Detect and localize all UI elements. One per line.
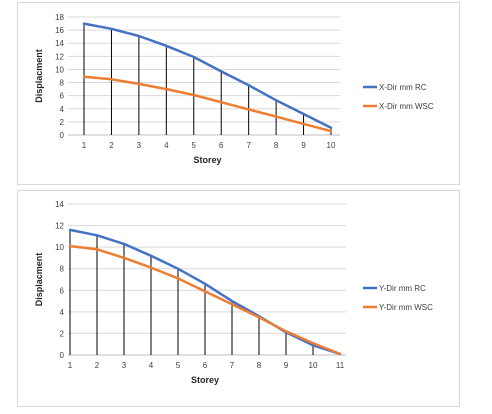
y-tick-label: 10 <box>55 65 64 74</box>
chart-panel-x-direction: 0 2 4 6 8 10 12 14 16 18 1 2 3 4 5 6 7 8 9 10 Storey Displacm… <box>17 2 460 185</box>
x-tick-label: 2 <box>95 361 100 370</box>
y-tick-label: 14 <box>55 200 64 209</box>
x-tick-label: 5 <box>192 141 197 150</box>
x-tick-label: 4 <box>149 361 154 370</box>
x-tick-label: 8 <box>257 361 262 370</box>
x-tick-label: 7 <box>230 361 235 370</box>
series-line <box>68 244 342 356</box>
x-tick-label: 7 <box>246 141 251 150</box>
x-tick-label: 6 <box>203 361 208 370</box>
x-tick-label: 1 <box>68 361 73 370</box>
y-tick-label: 16 <box>55 26 64 35</box>
y-tick-label: 4 <box>60 308 65 317</box>
x-axis-label: Storey <box>191 375 219 385</box>
y-tick-label: 0 <box>60 131 65 140</box>
x-axis-label: Storey <box>193 155 221 165</box>
y-axis-label: Displacment <box>34 253 44 307</box>
series-line <box>82 22 333 130</box>
x-tick-label: 9 <box>284 361 289 370</box>
x-tick-label: 2 <box>109 141 114 150</box>
y-tick-label: 6 <box>60 92 65 101</box>
legend-label: X-Dir mm RC <box>379 83 427 92</box>
chart-panel-y-direction: 0 2 4 6 8 10 12 14 1 2 3 4 5 6 7 8 9 10 11 Storey Displacmen… <box>17 190 460 407</box>
y-tick-label: 2 <box>60 118 65 127</box>
y-axis-label: Displacment <box>34 49 44 103</box>
x-tick-label: 10 <box>309 361 318 370</box>
x-tick-label: 4 <box>164 141 169 150</box>
x-tick-label: 5 <box>176 361 181 370</box>
legend-label: X-Dir mm WSC <box>379 102 434 111</box>
x-tick-label: 1 <box>82 141 87 150</box>
x-tick-label: 9 <box>301 141 306 150</box>
x-tick-label: 11 <box>336 361 345 370</box>
series-line <box>68 228 342 356</box>
y-tick-label: 14 <box>55 39 64 48</box>
y-tick-label: 6 <box>60 286 65 295</box>
y-tick-label: 0 <box>60 351 65 360</box>
y-tick-label: 12 <box>55 52 64 61</box>
y-tick-label: 8 <box>60 79 65 88</box>
series-line <box>82 75 333 133</box>
y-tick-label: 18 <box>55 13 64 22</box>
y-tick-label: 4 <box>60 105 65 114</box>
y-tick-label: 10 <box>55 243 64 252</box>
x-tick-label: 3 <box>122 361 127 370</box>
x-tick-label: 10 <box>327 141 336 150</box>
y-tick-label: 2 <box>60 329 65 338</box>
legend-label: Y-Dir mm RC <box>379 284 426 293</box>
y-tick-label: 12 <box>55 222 64 231</box>
x-tick-label: 6 <box>219 141 224 150</box>
y-tick-label: 8 <box>60 265 65 274</box>
x-tick-label: 8 <box>274 141 279 150</box>
legend-label: Y-Dir mm WSC <box>379 303 433 312</box>
x-tick-label: 3 <box>137 141 142 150</box>
